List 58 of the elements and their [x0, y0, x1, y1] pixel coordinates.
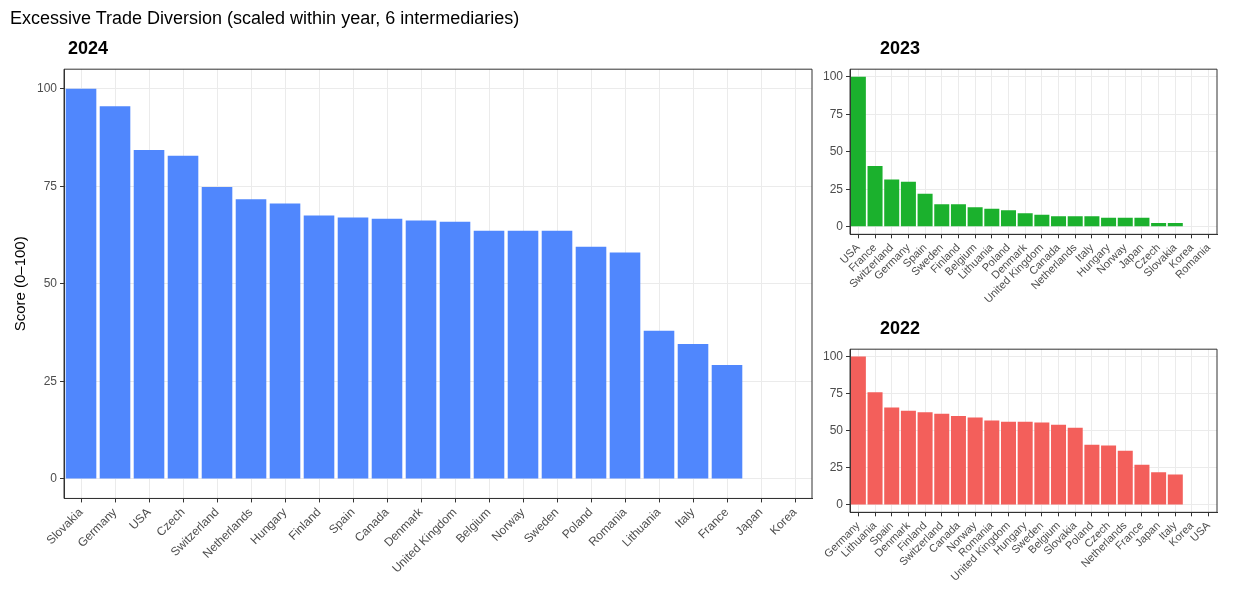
chart-subtitle: 2023	[880, 38, 922, 59]
bar	[1000, 421, 1016, 505]
bar	[405, 220, 437, 479]
bar	[1000, 210, 1016, 227]
bar	[643, 330, 675, 479]
bar	[201, 187, 233, 479]
bar	[677, 343, 709, 479]
y-tick-label: 75	[829, 106, 844, 121]
y-tick-label: 75	[829, 386, 844, 400]
bar	[1101, 445, 1117, 505]
bar	[439, 221, 471, 479]
bar	[337, 217, 369, 479]
bar	[950, 204, 966, 227]
bar	[950, 415, 966, 505]
y-tick-label: 0	[836, 219, 844, 234]
bar	[850, 76, 866, 227]
bar	[65, 88, 97, 479]
bar	[1051, 424, 1067, 505]
y-tick-label: 0	[836, 497, 844, 512]
bar	[507, 230, 539, 479]
y-tick-label: 25	[43, 373, 58, 388]
bar	[1051, 216, 1067, 227]
x-tick-label: Italy	[672, 505, 698, 531]
chart-title: Excessive Trade Diversion (scaled within year, 6 intermediaries)	[10, 8, 521, 30]
bar	[850, 356, 866, 505]
y-tick-label: 75	[43, 178, 58, 193]
bar	[609, 252, 641, 479]
bar	[303, 215, 335, 479]
y-tick-label: 100	[36, 81, 58, 96]
bar	[541, 230, 573, 479]
y-tick-label: 50	[829, 144, 844, 159]
bar	[371, 218, 403, 479]
bar	[473, 230, 505, 479]
bar	[1167, 474, 1183, 505]
bar	[235, 199, 267, 479]
y-tick-label: 25	[829, 181, 844, 196]
bar	[900, 410, 916, 505]
x-tick-label: USA	[126, 505, 154, 533]
bar	[1151, 223, 1167, 227]
y-tick-label: 50	[829, 423, 844, 438]
y-tick-label: 25	[829, 460, 844, 475]
bar	[900, 181, 916, 227]
bar	[1151, 472, 1167, 505]
y-axis-title: Score (0–100)	[11, 236, 29, 332]
bar	[167, 155, 199, 479]
bar	[1167, 223, 1183, 227]
y-tick-label: 100	[822, 69, 844, 84]
bar	[711, 364, 743, 479]
bar	[1101, 217, 1117, 227]
bar	[99, 106, 131, 479]
bar	[575, 246, 607, 479]
y-tick-label: 100	[822, 348, 844, 363]
y-tick-label: 0	[50, 471, 58, 486]
bar	[269, 203, 301, 479]
chart-subtitle: 2024	[68, 38, 110, 59]
chart-subtitle: 2022	[880, 318, 922, 339]
bar	[133, 149, 165, 479]
y-tick-label: 50	[43, 276, 58, 291]
